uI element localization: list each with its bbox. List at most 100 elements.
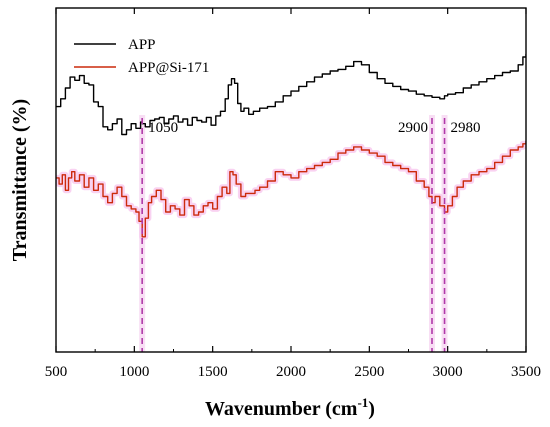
data-point	[130, 208, 132, 210]
legend-label-app-si: APP@Si-171	[128, 60, 209, 76]
data-point	[329, 158, 331, 160]
data-point	[227, 84, 229, 86]
data-point	[376, 78, 378, 80]
data-point	[298, 171, 300, 173]
data-point	[431, 96, 433, 98]
data-point	[216, 196, 218, 197]
data-point	[196, 120, 198, 121]
data-point	[240, 110, 242, 112]
series-glow-app-si	[56, 140, 526, 240]
data-point	[65, 189, 66, 191]
data-point	[345, 149, 347, 151]
x-tick-label: 2500	[354, 364, 384, 380]
legend: APP APP@Si-171	[74, 37, 209, 76]
data-point	[267, 180, 268, 182]
data-point	[144, 126, 146, 128]
data-point	[107, 202, 109, 204]
data-point	[135, 211, 137, 213]
data-point	[79, 75, 80, 76]
data-point	[165, 211, 167, 213]
data-point	[179, 214, 181, 216]
data-point	[88, 177, 90, 179]
data-point	[206, 117, 207, 118]
data-point	[486, 78, 488, 80]
data-point	[240, 196, 242, 197]
data-point	[182, 118, 184, 120]
data-point	[121, 196, 123, 197]
data-point	[329, 70, 331, 72]
data-point	[259, 186, 261, 188]
data-point	[259, 107, 261, 109]
data-point	[462, 180, 464, 182]
x-tick-label: 1500	[198, 364, 228, 380]
data-point	[439, 98, 441, 100]
data-point	[447, 93, 449, 95]
data-point	[361, 64, 362, 66]
data-point	[141, 236, 143, 238]
x-tick-label: 1000	[119, 364, 149, 380]
data-point	[71, 171, 73, 173]
data-point	[234, 82, 236, 84]
data-point	[155, 189, 157, 191]
data-point	[249, 193, 251, 194]
data-point	[69, 76, 71, 78]
data-point	[522, 56, 524, 58]
data-point	[177, 121, 179, 123]
data-point	[447, 205, 449, 207]
data-point	[140, 121, 142, 123]
data-point	[60, 98, 62, 100]
data-point	[229, 171, 231, 173]
data-point	[116, 118, 118, 120]
data-point	[423, 186, 425, 188]
data-point	[267, 106, 268, 107]
data-point	[502, 155, 503, 157]
y-axis-title: Transmittance (%)	[9, 99, 31, 261]
x-tick-label: 500	[45, 364, 68, 380]
data-point	[248, 113, 250, 115]
data-point	[79, 174, 80, 176]
data-point	[184, 199, 185, 201]
data-point	[494, 75, 496, 76]
x-axis-title: Wavenumber (cm-1)	[205, 395, 375, 420]
data-point	[392, 86, 394, 87]
data-point	[174, 208, 176, 210]
data-point	[337, 69, 339, 70]
data-point	[221, 186, 223, 188]
data-point	[509, 70, 511, 72]
data-point	[97, 106, 99, 107]
data-point	[456, 186, 458, 188]
data-point	[202, 205, 204, 207]
data-point	[138, 220, 140, 222]
data-point	[314, 165, 315, 166]
data-point	[243, 107, 245, 109]
data-point	[191, 117, 193, 118]
data-point	[74, 79, 76, 81]
data-point	[455, 92, 456, 94]
data-point	[274, 171, 276, 173]
data-point	[130, 123, 132, 125]
data-point	[154, 118, 156, 120]
data-point	[361, 149, 362, 151]
data-point	[201, 121, 203, 123]
data-point	[321, 73, 323, 75]
data-point	[486, 168, 488, 170]
annotation-label: 2900	[398, 120, 428, 136]
data-point	[314, 76, 315, 78]
data-point	[282, 174, 284, 176]
data-point	[337, 152, 339, 154]
data-point	[462, 87, 464, 89]
data-point	[353, 61, 355, 63]
data-point	[415, 180, 417, 182]
data-point	[478, 171, 480, 173]
data-point	[210, 124, 212, 126]
data-point	[68, 177, 69, 179]
data-point	[245, 193, 246, 194]
data-point	[509, 149, 511, 151]
data-point	[353, 146, 355, 148]
data-point	[368, 152, 370, 154]
data-point	[470, 174, 472, 176]
data-point	[384, 162, 386, 163]
highlight-bands	[139, 115, 448, 352]
data-point	[93, 101, 94, 103]
data-point	[149, 120, 151, 121]
